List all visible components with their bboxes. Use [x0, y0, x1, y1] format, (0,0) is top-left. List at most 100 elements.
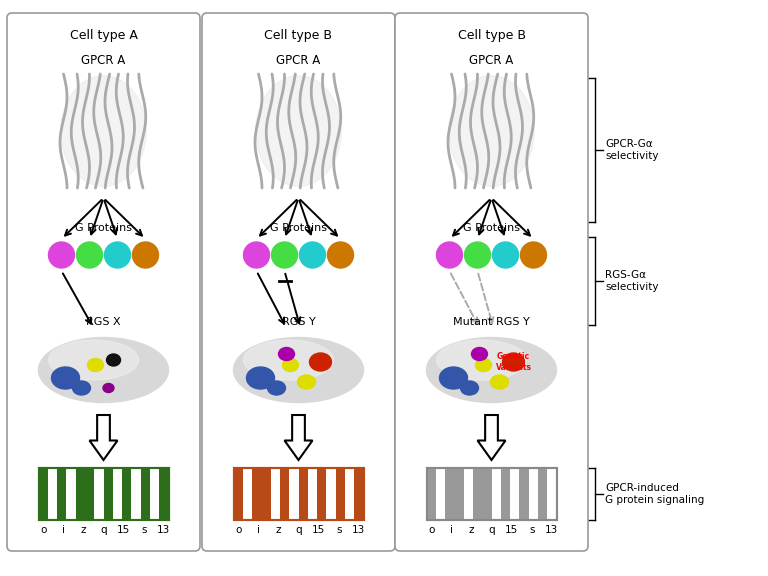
Text: s: s	[529, 525, 535, 535]
Bar	[38, 468, 168, 520]
Text: G Proteins: G Proteins	[463, 223, 520, 233]
Text: z: z	[81, 525, 86, 535]
Ellipse shape	[492, 242, 518, 268]
Text: 15: 15	[505, 525, 518, 535]
Text: q: q	[100, 525, 107, 535]
Ellipse shape	[48, 340, 138, 380]
Text: Genetic
Variants: Genetic Variants	[495, 353, 531, 372]
Text: z: z	[468, 525, 474, 535]
Bar	[473, 468, 482, 520]
Ellipse shape	[327, 242, 353, 268]
Bar	[38, 468, 168, 520]
Ellipse shape	[256, 76, 341, 186]
Text: o: o	[235, 525, 241, 535]
Bar	[426, 468, 557, 520]
Bar	[104, 468, 113, 520]
Ellipse shape	[103, 384, 114, 392]
Ellipse shape	[72, 381, 91, 395]
Bar	[280, 468, 290, 520]
Text: Mutant RGS Y: Mutant RGS Y	[453, 317, 530, 327]
Text: 13: 13	[157, 525, 170, 535]
Bar	[299, 468, 308, 520]
Text: q: q	[295, 525, 302, 535]
Polygon shape	[90, 415, 118, 460]
Bar	[445, 468, 455, 520]
Polygon shape	[478, 415, 505, 460]
Ellipse shape	[243, 340, 333, 380]
Text: q: q	[488, 525, 495, 535]
Text: Cell type B: Cell type B	[458, 29, 525, 43]
Text: i: i	[450, 525, 453, 535]
Bar	[261, 468, 270, 520]
Text: i: i	[61, 525, 65, 535]
Ellipse shape	[439, 367, 468, 389]
Bar	[233, 468, 363, 520]
Ellipse shape	[133, 242, 158, 268]
Ellipse shape	[283, 358, 299, 372]
FancyBboxPatch shape	[202, 13, 395, 551]
Bar	[426, 468, 435, 520]
Bar	[317, 468, 326, 520]
Text: G Proteins: G Proteins	[75, 223, 132, 233]
Bar	[252, 468, 261, 520]
Text: GPCR-induced
G protein signaling: GPCR-induced G protein signaling	[605, 483, 704, 505]
Bar	[501, 468, 510, 520]
Bar	[57, 468, 66, 520]
Text: o: o	[40, 525, 46, 535]
Bar	[85, 468, 94, 520]
Ellipse shape	[48, 242, 74, 268]
Ellipse shape	[310, 353, 332, 371]
Ellipse shape	[233, 338, 363, 403]
Bar	[38, 468, 48, 520]
Text: s: s	[336, 525, 342, 535]
Ellipse shape	[267, 381, 286, 395]
Bar	[159, 468, 168, 520]
Ellipse shape	[502, 353, 525, 371]
Ellipse shape	[272, 242, 297, 268]
Bar	[233, 468, 363, 520]
Ellipse shape	[247, 367, 274, 389]
Bar	[122, 468, 131, 520]
Ellipse shape	[475, 358, 492, 372]
FancyBboxPatch shape	[395, 13, 588, 551]
Bar	[354, 468, 363, 520]
Text: RGS-Gα
selectivity: RGS-Gα selectivity	[605, 270, 658, 292]
Bar	[141, 468, 150, 520]
Text: RGS Y: RGS Y	[282, 317, 316, 327]
Text: i: i	[257, 525, 260, 535]
Ellipse shape	[300, 242, 326, 268]
Text: s: s	[141, 525, 147, 535]
Text: o: o	[428, 525, 435, 535]
Text: GPCR-Gα
selectivity: GPCR-Gα selectivity	[605, 139, 658, 161]
Bar	[426, 468, 557, 520]
Ellipse shape	[436, 340, 527, 380]
Text: GPCR A: GPCR A	[469, 54, 514, 66]
FancyBboxPatch shape	[7, 13, 200, 551]
Ellipse shape	[104, 242, 131, 268]
Text: 13: 13	[545, 525, 558, 535]
Ellipse shape	[461, 381, 478, 395]
Text: 13: 13	[353, 525, 366, 535]
Ellipse shape	[426, 338, 557, 403]
Ellipse shape	[107, 354, 121, 366]
Ellipse shape	[449, 76, 535, 186]
Ellipse shape	[61, 76, 146, 186]
Ellipse shape	[472, 347, 488, 361]
Text: GPCR A: GPCR A	[276, 54, 320, 66]
Ellipse shape	[77, 242, 102, 268]
Ellipse shape	[38, 338, 168, 403]
Bar	[233, 468, 243, 520]
Ellipse shape	[51, 367, 80, 389]
Text: 15: 15	[312, 525, 325, 535]
Text: GPCR A: GPCR A	[81, 54, 126, 66]
Ellipse shape	[243, 242, 270, 268]
Text: Cell type B: Cell type B	[264, 29, 333, 43]
Text: 15: 15	[117, 525, 131, 535]
Ellipse shape	[297, 375, 316, 389]
Bar	[538, 468, 548, 520]
Text: RGS X: RGS X	[86, 317, 121, 327]
Ellipse shape	[491, 375, 508, 389]
Text: z: z	[276, 525, 281, 535]
Polygon shape	[284, 415, 313, 460]
Bar	[519, 468, 528, 520]
